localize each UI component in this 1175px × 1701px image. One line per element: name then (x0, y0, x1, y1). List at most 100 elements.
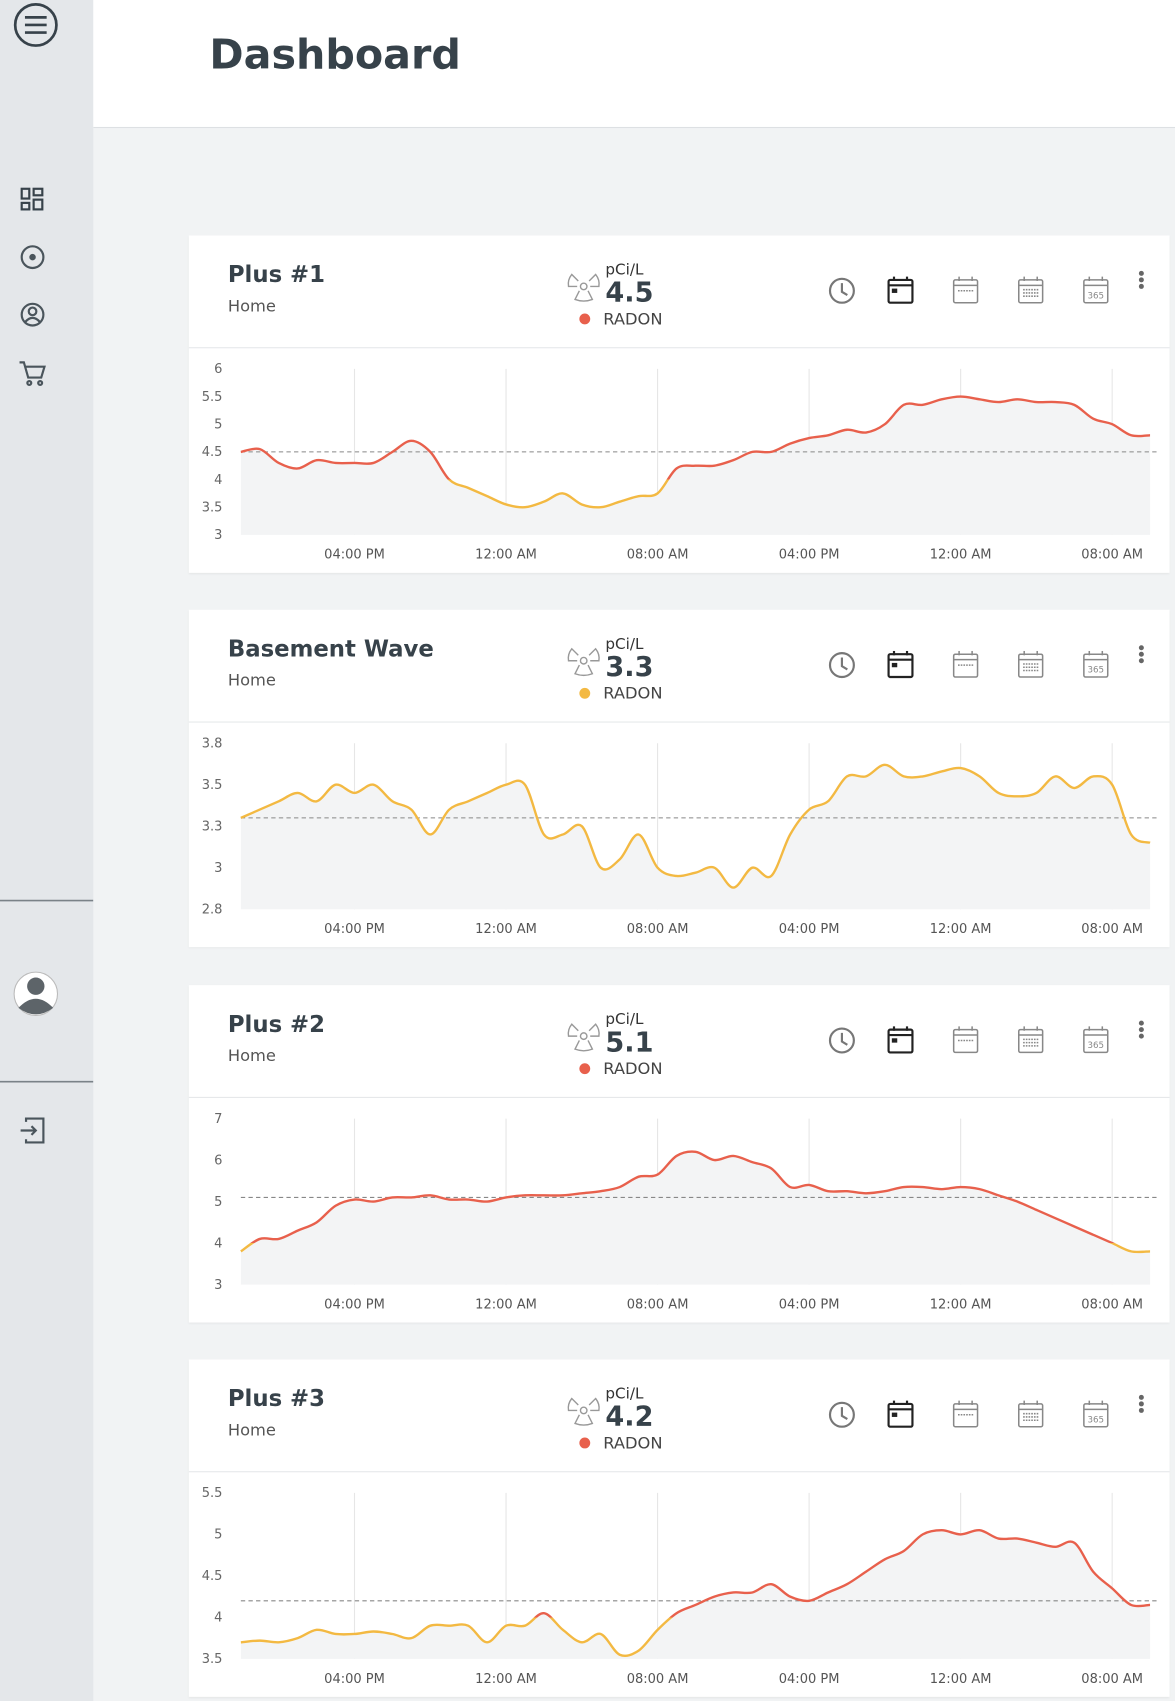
x-tick-label: 12:00 AM (930, 922, 992, 937)
range-button[interactable] (952, 1026, 979, 1053)
radon-icon (567, 1022, 600, 1052)
nav-devices[interactable] (20, 245, 45, 270)
icon-part (840, 657, 848, 671)
icon-part (579, 1031, 588, 1040)
range-button[interactable] (952, 651, 979, 679)
icon-part (567, 1022, 600, 1052)
more-menu[interactable] (1138, 1395, 1144, 1414)
x-tick-label: 04:00 PM (324, 1672, 385, 1687)
y-tick-label: 4 (214, 473, 222, 488)
icon-part (1018, 1028, 1044, 1053)
more-menu[interactable] (1138, 645, 1144, 664)
range-hour-button[interactable] (828, 277, 855, 304)
more-menu[interactable] (1138, 1020, 1144, 1039)
nav-dashboard[interactable] (20, 187, 44, 211)
card-header: Plus #3 Home pCi/L 4.2 RADON 365 (188, 1360, 1170, 1473)
range-button[interactable] (1018, 1026, 1044, 1053)
logout-button[interactable] (20, 1117, 45, 1144)
icon-part (1023, 1413, 1039, 1422)
icon-part (887, 653, 914, 679)
card-header: Plus #1 Home pCi/L 4.5 RADON 365 (188, 235, 1170, 349)
range-button[interactable] (952, 276, 979, 304)
y-tick-label: 4.5 (202, 445, 223, 460)
icon-part (828, 277, 855, 304)
y-tick-label: 3.5 (202, 1652, 223, 1667)
range-button[interactable]: 365 (1083, 1026, 1109, 1053)
range-button[interactable] (887, 1400, 914, 1428)
card-header: Plus #2 Home pCi/L 5.1 RADON 365 (188, 985, 1170, 1098)
range-button[interactable] (887, 1026, 914, 1054)
icon-part (952, 279, 979, 304)
range-button[interactable]: 365 (1083, 276, 1109, 304)
radon-icon (567, 648, 600, 677)
icon-part (1138, 277, 1144, 283)
icon-part (828, 652, 855, 679)
icon-part (1138, 1033, 1144, 1039)
reading-unit: pCi/L (605, 1010, 644, 1029)
top-bar: Dashboard (93, 0, 1175, 129)
icon-part (1138, 1408, 1144, 1414)
y-tick-label: 2.8 (202, 903, 223, 918)
range-button[interactable] (887, 651, 914, 679)
range-button[interactable] (1018, 276, 1044, 304)
range-hour-button[interactable] (828, 1401, 855, 1428)
icon-part (1138, 1020, 1144, 1026)
range-button[interactable] (1018, 651, 1044, 679)
x-tick-label: 08:00 AM (627, 1672, 689, 1687)
area (240, 1530, 1151, 1660)
more-menu[interactable] (1138, 270, 1144, 289)
x-tick-label: 12:00 AM (475, 1297, 537, 1312)
x-tick-label: 12:00 AM (930, 548, 992, 563)
status-dot (579, 1063, 591, 1074)
icon-part (1083, 1028, 1109, 1053)
device-location: Home (227, 1045, 276, 1066)
sidebar (0, 0, 94, 1701)
y-tick-label: 4 (214, 1236, 222, 1251)
icon-part (1083, 653, 1109, 679)
range-button[interactable]: 365 (1083, 1400, 1109, 1428)
icon-part (579, 1406, 588, 1415)
reading-value: 4.2 (605, 1400, 654, 1433)
icon-part (891, 1038, 898, 1043)
icon-label: 365 (1088, 1041, 1105, 1051)
range-button[interactable]: 365 (1083, 651, 1109, 679)
range-button[interactable] (1018, 1400, 1044, 1428)
y-tick-label: 3 (214, 861, 222, 876)
status-dot (579, 313, 591, 325)
range-button[interactable] (952, 1400, 979, 1428)
menu-button[interactable] (13, 2, 58, 47)
x-tick-label: 04:00 PM (324, 548, 385, 563)
icon-part (1138, 270, 1144, 276)
reading-unit: pCi/L (605, 261, 644, 279)
nav-shop[interactable] (19, 361, 46, 387)
icon-part (1138, 1026, 1144, 1032)
y-tick-label: 3 (214, 528, 222, 543)
line-chart: 3 3.5 4 4.5 5 5.5 6 04:00 PM 12:00 AM 08:00 AM 04:… (202, 362, 1157, 563)
y-tick-label: 6 (214, 362, 222, 377)
range-button[interactable] (887, 276, 914, 304)
icon-part (887, 278, 914, 304)
page-title: Dashboard (209, 30, 461, 79)
nav-account[interactable] (20, 302, 45, 327)
x-tick-label: 12:00 AM (475, 1672, 537, 1687)
radon-icon (567, 273, 600, 302)
y-tick-label: 3.3 (202, 820, 223, 835)
device-name: Plus #3 (227, 1385, 326, 1412)
icon-part (1138, 652, 1144, 658)
y-tick-label: 5 (214, 1195, 222, 1210)
series-line (240, 1529, 1151, 1658)
x-tick-label: 08:00 AM (627, 922, 689, 937)
area (240, 1151, 1151, 1285)
range-hour-button[interactable] (828, 652, 855, 679)
area (240, 765, 1151, 910)
device-location: Home (227, 1420, 276, 1440)
device-card: Plus #3 Home pCi/L 4.2 RADON 365 3.5 4 4.5 5 5.5 04… (188, 1359, 1170, 1698)
range-hour-button[interactable] (828, 1027, 855, 1054)
device-card: Basement Wave Home pCi/L 3.3 RADON 365 2.8 3 3.3… (188, 610, 1170, 948)
status-dot (579, 688, 591, 700)
icon-part (1138, 645, 1144, 651)
user-avatar[interactable] (13, 971, 59, 1017)
x-tick-label: 12:00 AM (930, 1672, 992, 1687)
reading-unit: pCi/L (605, 1385, 644, 1404)
